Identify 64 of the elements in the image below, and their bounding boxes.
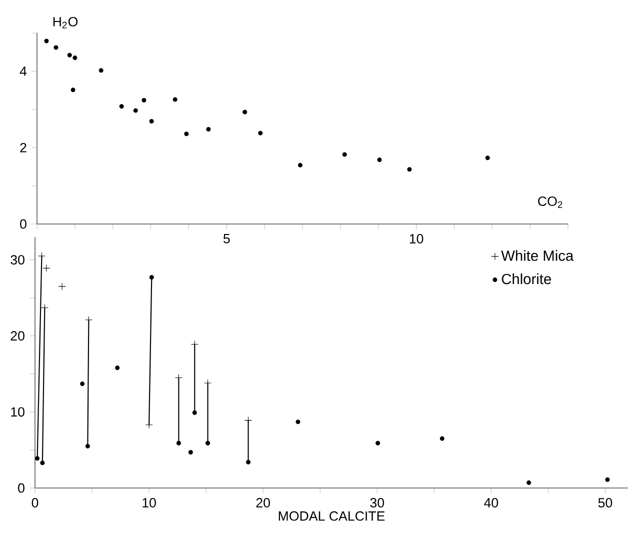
x-tick-label: 0 [32,498,38,508]
y-tick-label: 0 [18,483,24,493]
point [115,366,120,370]
point [98,68,104,73]
point [40,460,45,466]
point [119,104,124,109]
point [206,126,211,132]
x-tick-label: 5 [223,234,230,244]
x-tick-label: 20 [256,498,270,508]
point [85,444,90,448]
point [376,440,380,446]
point [145,421,153,429]
point [242,110,248,114]
point [172,97,178,102]
point [70,88,76,92]
point [44,38,49,44]
point [40,304,48,312]
y-tick-label: 10 [11,407,24,417]
point [342,152,347,157]
point [133,108,138,113]
point [258,130,263,136]
point [184,132,189,136]
point [192,410,197,415]
point [188,450,193,455]
legend-label: White Mica [501,250,574,261]
point [42,264,50,272]
y-tick-label: 30 [10,255,24,265]
point [80,382,85,386]
y-tick-label: 2 [20,142,26,152]
point [142,98,146,102]
point [526,480,532,485]
point [407,167,412,172]
x-tick-label: 10 [142,498,156,508]
point [149,275,154,280]
point [204,379,212,387]
point [149,118,154,124]
y-axis-title: H$_{2}$O [53,16,78,28]
y-tick-label: 20 [10,331,24,341]
x-tick-label: 30 [370,498,384,508]
point [244,416,252,424]
point [605,477,610,482]
point [58,282,66,290]
legend-label: Chlorite [502,273,551,284]
point [296,420,300,424]
x-tick-label: 40 [484,498,498,508]
x-axis-title: MODAL CALCITE [278,511,385,521]
y-tick-label: 4 [20,66,27,76]
point [67,52,72,58]
point [176,440,181,446]
point [72,56,78,60]
point [246,460,251,464]
point [206,440,210,446]
y-tick-label: 0 [20,219,26,229]
point [298,162,302,168]
point [440,436,444,441]
x-tick-label: 50 [598,498,612,508]
point [35,456,40,461]
point [485,156,490,160]
point [54,45,58,50]
point [190,340,198,348]
point [174,374,182,382]
point [377,158,382,162]
point [84,316,92,324]
x-axis-title: CO$_{2}$ [538,196,562,208]
